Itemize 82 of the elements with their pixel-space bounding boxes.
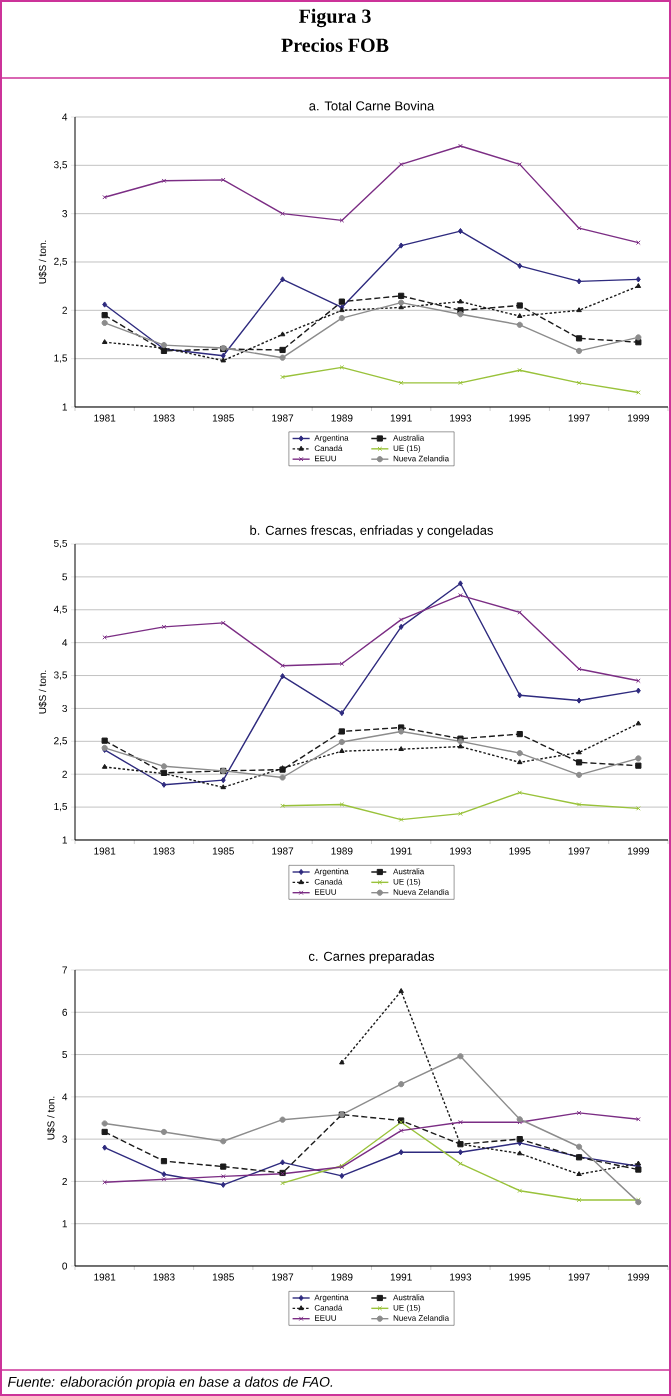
y-axis-title: U$S / ton. (46, 1096, 56, 1140)
y-tick-label: 5 (62, 573, 68, 581)
x-tick-label: 1997 (568, 847, 590, 855)
chart-title: a. Total Carne Bovina (309, 100, 435, 111)
x-tick-label: 1989 (331, 847, 353, 855)
y-tick-label: 1,5 (54, 803, 68, 812)
y-tick-label: 2 (62, 770, 67, 778)
y-tick-label: 6 (62, 1008, 68, 1016)
x-tick-label: 1987 (272, 414, 294, 422)
x-tick-label: 1997 (568, 414, 590, 422)
legend-label: Canadá (314, 1304, 343, 1311)
legend-label: Australia (393, 1294, 425, 1301)
y-tick-label: 4 (62, 113, 68, 121)
y-tick-label: 0 (62, 1262, 68, 1270)
x-tick-label: 1993 (450, 1273, 472, 1281)
x-tick-label: 1993 (450, 414, 472, 422)
x-tick-label: 1983 (153, 847, 175, 855)
x-tick-label: 1999 (627, 1273, 649, 1281)
x-tick-label: 1997 (568, 1273, 590, 1281)
legend-label: Nueva Zelandia (393, 455, 450, 462)
y-tick-label: 2,5 (54, 737, 68, 746)
legend-label: Canadá (314, 445, 343, 452)
legend-label: EEUU (315, 455, 336, 462)
x-tick-label: 1999 (627, 414, 649, 422)
legend-label: Australia (393, 434, 425, 441)
x-tick-label: 1987 (272, 1273, 294, 1281)
legend-label: EEUU (315, 889, 336, 895)
x-tick-label: 1989 (331, 1273, 353, 1281)
x-tick-label: 1987 (272, 847, 294, 855)
y-tick-label: 3,5 (53, 161, 68, 170)
legend-label: Nueva Zelandia (393, 1315, 450, 1321)
chart-title: c. Carnes preparadas (308, 951, 435, 964)
y-tick-label: 7 (62, 966, 67, 974)
y-tick-label: 3 (62, 210, 68, 218)
x-tick-label: 1995 (509, 847, 531, 855)
text: Precios FOB (281, 37, 389, 53)
x-tick-label: 1983 (153, 1273, 175, 1281)
text: Figura 3 (298, 8, 371, 28)
x-tick-label: 1999 (627, 847, 649, 855)
x-tick-label: 1985 (212, 414, 234, 422)
y-tick-label: 2,5 (54, 257, 68, 267)
x-tick-label: 1981 (94, 847, 116, 855)
legend-label: Argentina (314, 1294, 349, 1302)
chart-title: b. Carnes frescas, enfriadas y congeladas (250, 525, 493, 538)
x-tick-label: 1993 (450, 847, 472, 855)
y-tick-label: 2 (62, 1177, 67, 1185)
x-tick-label: 1981 (94, 1273, 116, 1281)
x-tick-label: 1985 (212, 847, 234, 855)
x-tick-label: 1995 (509, 1273, 531, 1281)
x-tick-label: 1991 (390, 847, 412, 855)
y-tick-label: 1 (62, 403, 67, 411)
y-axis-title: U$S / ton. (38, 670, 47, 714)
y-tick-label: 1 (62, 836, 67, 844)
legend-label: UE (15) (393, 878, 421, 887)
x-tick-label: 1989 (331, 414, 353, 422)
legend-label: EEUU (315, 1315, 336, 1321)
x-tick-label: 1983 (153, 414, 175, 422)
y-tick-label: 4,5 (53, 605, 68, 614)
y-tick-label: 1,5 (54, 354, 68, 363)
source-note: Fuente: elaboración propia en base a datos de FAO. (7, 1376, 333, 1390)
x-tick-label: 1981 (94, 414, 116, 422)
y-tick-label: 4 (62, 1093, 68, 1101)
y-tick-label: 2 (62, 306, 67, 314)
legend-label: Argentina (314, 868, 349, 876)
x-tick-label: 1991 (390, 1273, 412, 1281)
x-tick-label: 1985 (212, 1273, 234, 1281)
legend-label: Australia (393, 868, 425, 875)
y-tick-label: 1 (62, 1220, 67, 1228)
y-tick-label: 3 (62, 704, 68, 712)
legend-label: UE (15) (393, 445, 421, 453)
y-tick-label: 3,5 (53, 671, 68, 680)
y-tick-label: 5 (62, 1051, 68, 1059)
legend-label: UE (15) (393, 1304, 421, 1313)
legend-label: Nueva Zelandia (393, 889, 450, 895)
y-axis-title: U$S / ton. (38, 240, 47, 284)
x-tick-label: 1995 (509, 414, 531, 422)
legend-label: Argentina (314, 434, 349, 443)
y-tick-label: 3 (62, 1135, 68, 1143)
y-tick-label: 4 (62, 639, 68, 647)
legend-label: Canadá (314, 878, 343, 885)
y-tick-label: 5,5 (53, 539, 68, 549)
x-tick-label: 1991 (390, 414, 412, 422)
